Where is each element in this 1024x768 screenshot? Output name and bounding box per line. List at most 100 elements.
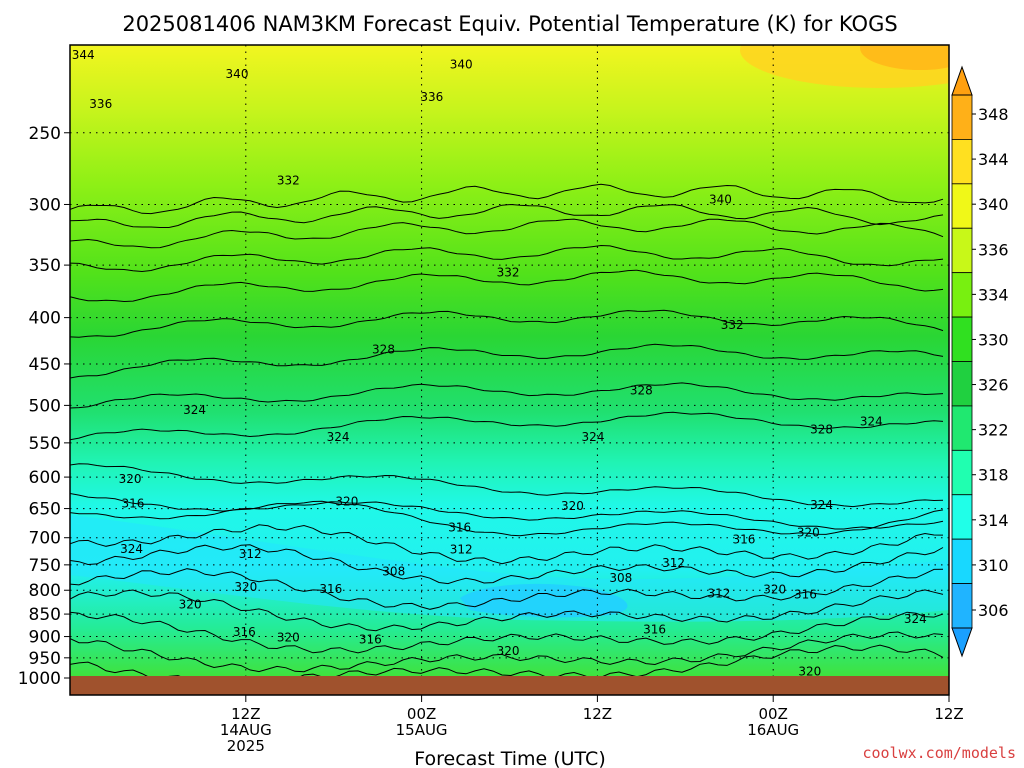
contour-label: 328 [630, 384, 653, 398]
y-tick-label: 950 [29, 649, 61, 669]
credit-text: coolwx.com/models [862, 744, 1016, 762]
y-tick-label: 650 [29, 500, 61, 520]
y-tick-label: 250 [29, 124, 61, 144]
colorbar-label: 336 [978, 240, 1009, 259]
x-tick-label: 14AUG [220, 721, 272, 739]
contour-label: 320 [179, 598, 202, 612]
contour-label: 320 [798, 664, 821, 678]
colorbar-label: 340 [978, 195, 1009, 214]
cool-band [70, 515, 949, 622]
contour-label: 324 [120, 542, 143, 556]
y-tick-label: 400 [29, 309, 61, 329]
x-tick-label: 16AUG [747, 721, 799, 739]
contour-label: 312 [450, 542, 473, 556]
contour-line [70, 644, 944, 678]
contour-line [70, 631, 944, 673]
colorbar-label: 322 [978, 421, 1009, 440]
contour-label: 316 [233, 625, 256, 639]
x-tick-label: 00Z [407, 705, 436, 723]
contour-label: 320 [763, 582, 786, 596]
contour-label: 324 [810, 498, 833, 512]
y-tick-label: 1000 [18, 669, 61, 689]
contour-line [70, 544, 944, 585]
contour-line [70, 611, 944, 654]
y-axis: 250 300 350 400 450 500 550 600 650 700 750 800 850 9… [18, 124, 70, 689]
contour-line [70, 589, 944, 632]
contour-label: 340 [226, 67, 249, 81]
contour-line [70, 382, 944, 409]
contour-label: 336 [89, 97, 112, 111]
colorbar-max-arrow [951, 65, 973, 96]
colorbar-segment [951, 449, 973, 496]
colorbar-label: 310 [978, 556, 1009, 575]
contour-label: 316 [319, 582, 342, 596]
colorbar-segment [951, 139, 973, 185]
colorbar-segment [951, 583, 973, 629]
plot-frame [69, 44, 950, 696]
y-tick-label: 600 [29, 468, 61, 488]
contour-label: 340 [450, 58, 473, 72]
contour-label: 332 [497, 265, 520, 279]
contour-label: 316 [643, 623, 666, 637]
contour-label: 320 [497, 644, 520, 658]
y-tick-label: 900 [29, 628, 61, 648]
contour-label: 332 [277, 174, 300, 188]
colorbar-label: 326 [978, 376, 1009, 395]
contour-label: 324 [582, 430, 605, 444]
warm-top-patch-inner [860, 45, 949, 70]
contour-line [70, 218, 944, 249]
contour-line [70, 500, 944, 537]
contour-label: 308 [609, 571, 632, 585]
y-tick-label: 550 [29, 434, 61, 454]
contour-label: 308 [382, 565, 405, 579]
y-tick-label: 800 [29, 581, 61, 601]
contour-line [70, 463, 944, 508]
chart-title: 2025081406 NAM3KM Forecast Equiv. Potent… [122, 12, 897, 36]
x-tick-label: 15AUG [396, 721, 448, 739]
contour-label: 324 [327, 430, 350, 444]
contour-line [70, 493, 944, 530]
colorbar-segment [951, 183, 973, 229]
colorbar-segment [951, 272, 973, 318]
contour-line [70, 244, 944, 273]
contour-label: 316 [794, 588, 817, 602]
contour-line [70, 568, 944, 610]
contour-label: 324 [183, 403, 206, 417]
colorbar-segment [951, 494, 973, 540]
x-axis-label: Forecast Time (UTC) [414, 748, 605, 768]
colorbar-segment [951, 405, 973, 451]
contour-line [70, 524, 944, 565]
x-tick-label: 12Z [934, 705, 963, 723]
x-tick-label: 2025 [227, 737, 265, 755]
x-tick-label: 12Z [583, 705, 612, 723]
contour-label: 316 [122, 497, 145, 511]
contour-label: 316 [732, 532, 755, 546]
y-tick-label: 750 [29, 556, 61, 576]
colorbar-label: 330 [978, 330, 1009, 349]
contour-label: 320 [797, 526, 820, 540]
colorbar-min-arrow [951, 627, 973, 658]
colorbar-label: 306 [978, 601, 1009, 620]
colorbar-label: 318 [978, 466, 1009, 485]
y-tick-label: 450 [29, 355, 61, 375]
y-tick-label: 300 [29, 195, 61, 215]
x-tick-label: 00Z [759, 705, 788, 723]
contour-line [70, 343, 944, 379]
colorbar-segment [951, 316, 973, 362]
y-tick-label: 850 [29, 605, 61, 625]
contour-labels: 344 340 340 336 336 332 340 332 332 328 328 324 324 3… [72, 48, 927, 678]
contour-label: 324 [860, 414, 883, 428]
colorbar-label: 348 [978, 105, 1009, 124]
contour-label: 340 [709, 193, 732, 207]
colorbar-label: 314 [978, 511, 1009, 530]
colorbar-segment [951, 94, 973, 140]
colorbar-label: 334 [978, 285, 1009, 304]
contour-line [70, 309, 944, 338]
contour-label: 320 [234, 580, 257, 594]
contour-label: 320 [561, 499, 584, 513]
colorbar-segment [951, 227, 973, 274]
colorbar-segment [951, 361, 973, 407]
contour-line [70, 269, 944, 303]
